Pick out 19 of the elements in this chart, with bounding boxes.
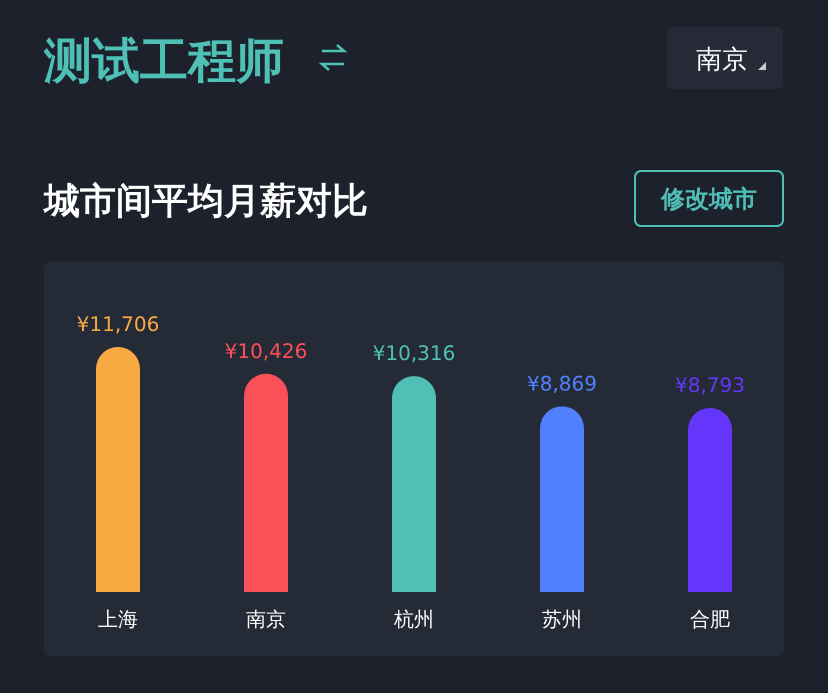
bar <box>96 347 140 592</box>
x-tick-label: 杭州 <box>393 607 434 631</box>
text: 南京 <box>696 45 748 75</box>
chart-subtitle: 城市间平均月薪对比 <box>42 181 368 222</box>
data-label: ¥11,706 <box>76 312 160 336</box>
bar <box>540 406 584 592</box>
data-label: ¥8,793 <box>675 372 745 397</box>
data-label: ¥10,426 <box>224 338 308 363</box>
x-tick-label: 南京 <box>246 607 286 631</box>
bar <box>688 408 732 592</box>
x-tick-label: 上海 <box>98 607 138 631</box>
data-label: ¥10,316 <box>372 341 456 366</box>
x-tick-label: 合肥 <box>690 607 730 631</box>
chart-title: 测试工程师 <box>43 33 284 89</box>
text: 修改城市 <box>660 185 757 213</box>
bar <box>392 376 436 592</box>
data-label: ¥8,869 <box>527 371 597 396</box>
bar <box>244 374 288 592</box>
x-tick-label: 苏州 <box>542 607 582 631</box>
